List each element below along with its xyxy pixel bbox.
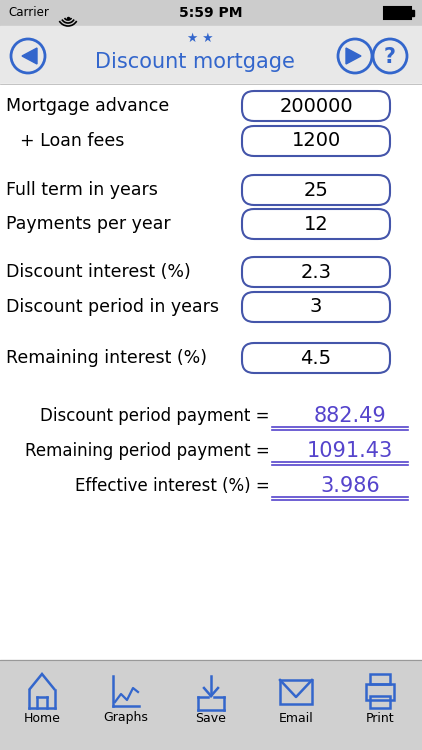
Text: ★ ★: ★ ★	[187, 32, 213, 44]
Text: Discount period in years: Discount period in years	[6, 298, 219, 316]
Bar	[0, 26, 422, 84]
Text: ?: ?	[384, 47, 396, 67]
Text: 5:59 PM: 5:59 PM	[179, 6, 243, 20]
Text: Carrier: Carrier	[8, 7, 49, 20]
Text: 882.49: 882.49	[314, 406, 387, 426]
Text: Discount period payment =: Discount period payment =	[41, 407, 270, 425]
Bar	[0, 0, 422, 26]
Text: 3: 3	[310, 298, 322, 316]
Text: + Loan fees: + Loan fees	[20, 132, 124, 150]
Text: 1091.43: 1091.43	[307, 441, 393, 461]
Bar	[370, 674, 390, 684]
Text: Mortgage advance: Mortgage advance	[6, 97, 169, 115]
FancyBboxPatch shape	[242, 126, 390, 156]
Text: Email: Email	[279, 712, 314, 724]
FancyBboxPatch shape	[242, 343, 390, 373]
Text: Remaining interest (%): Remaining interest (%)	[6, 349, 207, 367]
Bar	[411, 10, 414, 16]
Text: Home: Home	[24, 712, 60, 724]
Bar	[0, 660, 422, 750]
Text: Print: Print	[366, 712, 394, 724]
Polygon shape	[346, 48, 361, 64]
Bar	[385, 8, 410, 18]
Text: 200000: 200000	[279, 97, 353, 116]
Text: 4.5: 4.5	[300, 349, 332, 368]
FancyBboxPatch shape	[242, 91, 390, 121]
FancyBboxPatch shape	[242, 257, 390, 287]
Bar	[384, 7, 411, 19]
Text: 12: 12	[303, 214, 328, 233]
Text: Effective interest (%) =: Effective interest (%) =	[75, 477, 270, 495]
Text: Full term in years: Full term in years	[6, 181, 158, 199]
Text: Save: Save	[195, 712, 227, 724]
Polygon shape	[22, 48, 37, 64]
Text: Graphs: Graphs	[103, 712, 149, 724]
Text: 25: 25	[303, 181, 328, 200]
Text: Payments per year: Payments per year	[6, 215, 170, 233]
FancyBboxPatch shape	[242, 175, 390, 205]
FancyBboxPatch shape	[242, 292, 390, 322]
FancyBboxPatch shape	[242, 209, 390, 239]
Text: 2.3: 2.3	[300, 262, 332, 281]
Bar	[366, 684, 394, 700]
Bar	[370, 696, 390, 708]
Text: Discount interest (%): Discount interest (%)	[6, 263, 191, 281]
Bar	[280, 680, 312, 704]
Text: 1200: 1200	[291, 131, 341, 151]
Text: Discount mortgage: Discount mortgage	[95, 52, 295, 72]
Text: Remaining period payment =: Remaining period payment =	[25, 442, 270, 460]
Bar	[0, 84, 422, 660]
Text: 3.986: 3.986	[320, 476, 380, 496]
